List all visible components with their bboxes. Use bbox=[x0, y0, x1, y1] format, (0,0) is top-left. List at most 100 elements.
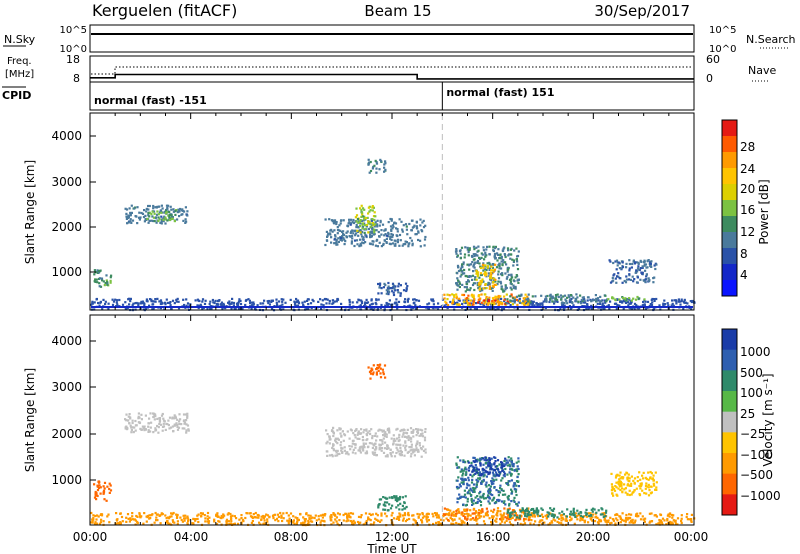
velocity-region-3 bbox=[325, 426, 427, 458]
power-cbar-swatch-1 bbox=[722, 136, 737, 153]
power-cbar-swatch-7 bbox=[722, 232, 737, 249]
nsky-tick-top: 10^5 bbox=[60, 25, 87, 36]
power-cbar-swatch-3 bbox=[722, 168, 737, 185]
cpid-mode-1: normal (fast) -151 bbox=[94, 94, 207, 107]
power-region-13 bbox=[607, 295, 646, 302]
date-title: 30/Sep/2017 bbox=[594, 2, 690, 20]
power-cbar-swatch-5 bbox=[722, 200, 737, 217]
power-region-8 bbox=[454, 245, 520, 293]
xtick-2000: 20:00 bbox=[576, 530, 611, 544]
vel-cbar-swatch-8 bbox=[722, 494, 737, 516]
cpid-mode-2: normal (fast) 151 bbox=[446, 86, 554, 99]
time-axis-ticks bbox=[89, 113, 695, 525]
power-cbar-tick-8: 8 bbox=[740, 247, 748, 261]
velocity-region-5 bbox=[377, 495, 408, 512]
velocity-cbar-tick-neg500: −500 bbox=[740, 468, 773, 482]
vel-cbar-swatch-6 bbox=[722, 453, 737, 475]
power-cbar-tick-28: 28 bbox=[740, 140, 755, 154]
power-region-0 bbox=[90, 297, 696, 312]
power-ytick-4000: 4000 bbox=[51, 129, 82, 143]
velocity-cbar-tick-neg25: −25 bbox=[740, 427, 765, 441]
vel-cbar-swatch-1 bbox=[722, 349, 737, 371]
velocity-ylabel: Slant Range [km] bbox=[23, 368, 37, 472]
power-cbar-swatch-9 bbox=[722, 264, 737, 281]
cpid-label: CPID bbox=[2, 89, 31, 102]
power-echo-layer bbox=[90, 158, 696, 312]
beam-title: Beam 15 bbox=[364, 2, 431, 20]
nave-tick-bottom: 0 bbox=[706, 72, 713, 85]
velocity-cbar-tick-1000: 1000 bbox=[740, 345, 771, 359]
power-region-7 bbox=[377, 281, 409, 297]
nsearch-tick-bottom: 10^0 bbox=[709, 44, 736, 55]
nsearch-label: N.Search bbox=[746, 33, 796, 46]
power-y-ticks bbox=[90, 135, 96, 273]
nsky-panel-frame bbox=[89, 24, 695, 53]
nsearch-tick-top: 10^5 bbox=[709, 25, 736, 36]
velocity-region-0 bbox=[90, 511, 696, 527]
nave-label: Nave bbox=[748, 64, 776, 77]
power-cbar-tick-24: 24 bbox=[740, 162, 755, 176]
xtick-1600: 16:00 bbox=[476, 530, 511, 544]
power-region-2 bbox=[124, 204, 189, 225]
xtick-0400: 04:00 bbox=[174, 530, 209, 544]
power-cbar-tick-16: 16 bbox=[740, 203, 755, 217]
xtick-0000: 00:00 bbox=[73, 530, 108, 544]
power-ytick-3000: 3000 bbox=[51, 175, 82, 189]
power-colorbar bbox=[722, 120, 737, 297]
velocity-ytick-3000: 3000 bbox=[51, 380, 82, 394]
power-region-1 bbox=[93, 269, 113, 288]
velocity-cbar-tick-neg100: −100 bbox=[740, 448, 773, 462]
velocity-region-1 bbox=[93, 480, 113, 502]
freq-unit-label: [MHz] bbox=[5, 69, 34, 80]
velocity-colorbar-frame bbox=[721, 328, 738, 516]
freq-tick-top: 18 bbox=[66, 53, 80, 66]
vel-cbar-swatch-5 bbox=[722, 432, 737, 454]
power-colorbar-frame bbox=[721, 119, 738, 297]
station-title: Kerguelen (fitACF) bbox=[92, 1, 237, 20]
velocity-region-7 bbox=[467, 456, 507, 477]
power-cbar-tick-20: 20 bbox=[740, 182, 755, 196]
freq-tick-bottom: 8 bbox=[73, 72, 80, 85]
velocity-ytick-2000: 2000 bbox=[51, 427, 82, 441]
vel-cbar-swatch-7 bbox=[722, 473, 737, 495]
power-region-12 bbox=[505, 293, 608, 305]
velocity-ytick-1000: 1000 bbox=[51, 473, 82, 487]
power-cbar-swatch-10 bbox=[722, 280, 737, 297]
power-cbar-tick-12: 12 bbox=[740, 225, 755, 239]
velocity-cbar-tick-500: 500 bbox=[740, 366, 763, 380]
velocity-region-4 bbox=[367, 363, 387, 380]
power-cbar-label: Power [dB] bbox=[757, 179, 771, 244]
velocity-cbar-tick-neg1000: −1000 bbox=[740, 489, 781, 503]
vel-cbar-swatch-2 bbox=[722, 370, 737, 392]
velocity-y-ticks bbox=[90, 340, 96, 481]
frequency-trace bbox=[90, 73, 694, 80]
vel-cbar-swatch-3 bbox=[722, 391, 737, 413]
power-region-10 bbox=[443, 293, 531, 307]
power-region-4 bbox=[324, 217, 427, 248]
nsky-tick-bottom: 10^0 bbox=[60, 44, 87, 55]
velocity-ytick-4000: 4000 bbox=[51, 334, 82, 348]
power-cbar-tick-4: 4 bbox=[740, 268, 748, 282]
nave-tick-top: 60 bbox=[706, 53, 720, 66]
power-ylabel: Slant Range [km] bbox=[23, 160, 37, 264]
power-ytick-1000: 1000 bbox=[51, 265, 82, 279]
xtick-1200: 12:00 bbox=[375, 530, 410, 544]
power-region-3 bbox=[146, 209, 178, 223]
power-cbar-swatch-6 bbox=[722, 216, 737, 233]
nsky-label: N.Sky bbox=[4, 33, 36, 46]
power-ytick-2000: 2000 bbox=[51, 220, 82, 234]
velocity-cbar-tick-25: 25 bbox=[740, 407, 755, 421]
xtick-2400: 00:00 bbox=[674, 530, 709, 544]
cpid-panel-frame bbox=[89, 81, 695, 111]
power-region-14 bbox=[608, 259, 658, 284]
vel-cbar-swatch-0 bbox=[722, 329, 737, 351]
vel-cbar-swatch-4 bbox=[722, 411, 737, 433]
power-region-5 bbox=[354, 204, 377, 234]
freq-label: Freq. bbox=[7, 56, 32, 67]
velocity-echo-layer bbox=[90, 363, 696, 527]
velocity-region-10 bbox=[610, 470, 658, 497]
power-cbar-swatch-8 bbox=[722, 248, 737, 265]
velocity-region-9 bbox=[506, 507, 608, 519]
power-region-6 bbox=[367, 158, 387, 174]
